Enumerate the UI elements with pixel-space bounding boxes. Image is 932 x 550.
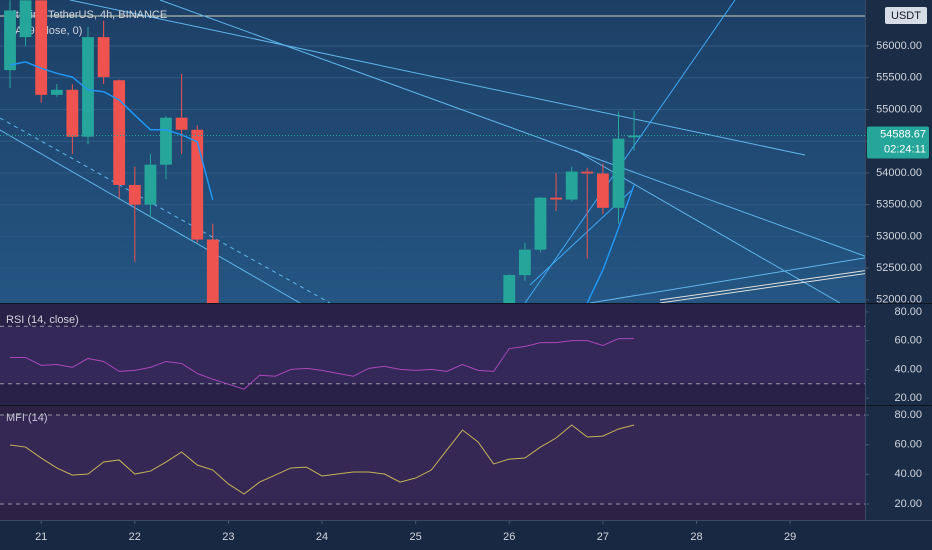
candle-body xyxy=(4,10,16,71)
trend-line xyxy=(524,0,736,303)
x-tick-label: 24 xyxy=(316,531,328,543)
trend-line xyxy=(159,0,865,257)
ma-line xyxy=(9,61,635,303)
y-tick-label: 53500.00 xyxy=(876,199,922,211)
y-tick-label: 80.00 xyxy=(894,306,922,318)
candle-body xyxy=(144,164,157,205)
candle-body xyxy=(175,117,188,130)
trend-line xyxy=(69,0,806,156)
y-tick-label: 52000.00 xyxy=(876,294,922,306)
pane-marks xyxy=(0,414,865,505)
rsi-pane xyxy=(0,304,865,405)
candle-body xyxy=(534,197,547,250)
candle-body xyxy=(596,173,609,208)
candle-body xyxy=(66,89,79,137)
y-tick-label: 60.00 xyxy=(894,439,922,451)
x-tick-label: 23 xyxy=(222,531,234,543)
pane-marks xyxy=(0,325,865,390)
x-tick-label: 27 xyxy=(597,531,609,543)
pane-marks xyxy=(4,0,640,303)
candle-body xyxy=(128,184,141,205)
main-pane xyxy=(0,0,865,303)
y-tick-label: 56000.00 xyxy=(876,40,922,52)
currency-badge xyxy=(885,7,927,24)
currency: USDT xyxy=(891,10,921,22)
x-tick-label: 28 xyxy=(690,531,702,543)
band-fill xyxy=(0,415,865,504)
candle-body xyxy=(97,37,110,78)
y-tick-label: 40.00 xyxy=(894,363,922,375)
candle-body xyxy=(565,171,578,200)
y-tick-label: 20.00 xyxy=(894,498,922,510)
y-tick-label: 55500.00 xyxy=(876,72,922,84)
y-tick-label: 53000.00 xyxy=(876,230,922,242)
y-tick-label: 54000.00 xyxy=(876,167,922,179)
trend-line xyxy=(589,257,865,303)
rsi-title: RSI (14, close) xyxy=(6,314,79,326)
x-tick-label: 25 xyxy=(410,531,422,543)
trend-line xyxy=(659,270,865,301)
candle-body xyxy=(628,135,640,138)
band-fill xyxy=(0,326,865,384)
last-price-badge xyxy=(867,126,929,159)
countdown: 02:24:11 xyxy=(884,143,926,155)
candle-body xyxy=(191,129,204,240)
y-tick-label: 52500.00 xyxy=(876,262,922,274)
indicator-line xyxy=(10,338,635,390)
x-tick-label: 26 xyxy=(503,531,515,543)
candle-body xyxy=(550,197,562,200)
candle-body xyxy=(612,138,625,208)
y-tick-label: 80.00 xyxy=(894,409,922,421)
grid xyxy=(0,45,865,301)
candle-body xyxy=(581,171,594,174)
price-axis xyxy=(865,0,932,520)
candle-body xyxy=(518,249,531,276)
candle-body xyxy=(160,117,172,165)
indicator-line xyxy=(9,424,635,495)
last-price: 54588.67 xyxy=(880,128,926,140)
candle-body xyxy=(82,37,94,137)
mfi-pane xyxy=(0,406,865,520)
candle-body xyxy=(503,275,516,303)
y-tick-label: 40.00 xyxy=(894,468,922,480)
candle-body xyxy=(113,80,126,185)
candle-body xyxy=(50,89,63,95)
y-tick-label: 60.00 xyxy=(894,335,922,347)
x-tick-label: 29 xyxy=(784,531,796,543)
x-tick-label: 22 xyxy=(129,531,141,543)
x-tick-label: 21 xyxy=(35,531,47,543)
trend-line xyxy=(659,273,865,303)
y-tick-label: 20.00 xyxy=(894,392,922,404)
candle-body xyxy=(206,239,219,303)
y-tick-label: 55000.00 xyxy=(876,103,922,115)
candle-body xyxy=(19,0,32,38)
trend-line xyxy=(0,117,331,303)
candle-body xyxy=(35,0,48,95)
